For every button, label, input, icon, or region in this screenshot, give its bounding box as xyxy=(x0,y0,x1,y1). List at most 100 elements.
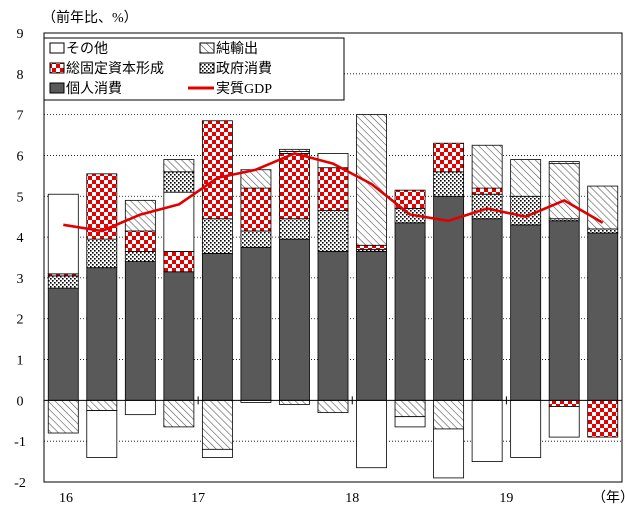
bar-government xyxy=(124,250,156,262)
legend-swatch-consumption xyxy=(49,82,65,94)
y-tick-label: 6 xyxy=(17,149,24,164)
bar-net-exports xyxy=(394,399,426,418)
bar-net-exports xyxy=(47,399,79,434)
gdp-line-layer xyxy=(63,152,604,233)
legend-swatch-investment xyxy=(49,62,65,74)
bar-investment xyxy=(279,153,310,220)
bar-consumption xyxy=(163,271,195,401)
bar-consumption xyxy=(471,218,503,401)
bar-net-exports xyxy=(86,399,118,411)
bar-government xyxy=(471,193,503,220)
bar-other xyxy=(394,416,426,428)
legend-swatch-government xyxy=(199,62,215,74)
bar-government xyxy=(433,171,465,197)
axes: -2 -1 0 1 2 3 4 5 6 7 8 9 16 17 18 19 xyxy=(14,27,623,506)
bar-consumption xyxy=(394,222,426,401)
bar-other xyxy=(356,399,387,469)
legend-swatch-other xyxy=(49,42,65,54)
bar-net-exports xyxy=(279,148,310,152)
bar-other xyxy=(124,399,156,416)
legend-frame xyxy=(43,37,345,101)
legend-label-government: 政府消費 xyxy=(216,61,272,77)
bar-other xyxy=(548,406,580,438)
bar-consumption xyxy=(317,250,349,401)
unit-label: （前年比、%） xyxy=(42,9,138,26)
x-unit-label: （年） xyxy=(592,490,625,506)
bar-consumption xyxy=(510,224,542,401)
bar-consumption xyxy=(279,238,310,401)
legend-label-gdp: 実質GDP xyxy=(216,81,272,97)
bar-investment xyxy=(201,120,233,220)
bar-investment xyxy=(124,230,156,252)
bar-net-exports xyxy=(317,399,349,414)
bar-consumption xyxy=(433,195,465,401)
y-tick-label: 7 xyxy=(17,109,24,124)
bar-consumption xyxy=(240,246,272,401)
bar-investment xyxy=(163,250,195,273)
bar-net-exports xyxy=(548,163,580,220)
bar-other xyxy=(471,399,503,462)
y-tick-label: -2 xyxy=(14,476,26,491)
bar-investment xyxy=(471,187,503,195)
bar-net-exports xyxy=(201,399,233,450)
bar-net-exports xyxy=(163,399,195,428)
bar-net-exports xyxy=(279,399,310,405)
bar-government xyxy=(86,238,118,269)
bar-other xyxy=(510,399,542,458)
y-tick-label: 3 xyxy=(17,272,24,287)
bar-government xyxy=(47,275,79,289)
legend: その他 純輸出 総固定資本形成 政府消費 個人消費 実質GDP xyxy=(43,37,345,101)
bar-consumption xyxy=(201,253,233,401)
bar-net-exports xyxy=(433,399,465,430)
bar-government xyxy=(240,230,272,248)
bar-government xyxy=(163,171,195,193)
y-tick-label: 5 xyxy=(17,190,24,205)
bar-government xyxy=(510,195,542,226)
legend-swatch-net-exports xyxy=(199,42,215,54)
legend-label-other: その他 xyxy=(66,41,108,57)
bar-other xyxy=(201,448,233,458)
x-tick-label: 19 xyxy=(499,491,513,506)
bar-other xyxy=(433,428,465,479)
x-tick-label: 17 xyxy=(191,491,205,506)
bar-government xyxy=(317,210,349,252)
bar-investment xyxy=(433,142,465,173)
bar-net-exports xyxy=(163,159,195,173)
bar-net-exports xyxy=(356,114,387,246)
bar-net-exports xyxy=(510,159,542,197)
y-tick-label: -1 xyxy=(14,435,26,450)
y-tick-label: 0 xyxy=(17,394,24,409)
bar-investment xyxy=(394,189,426,209)
bar-government xyxy=(587,228,619,234)
bar-investment xyxy=(587,399,619,438)
gdp-line xyxy=(63,152,604,233)
y-tick-label: 2 xyxy=(17,313,24,328)
bar-investment xyxy=(548,399,580,407)
bar-net-exports xyxy=(471,144,503,189)
bar-consumption xyxy=(86,267,118,401)
bar-net-exports xyxy=(548,161,580,165)
bar-consumption xyxy=(356,250,387,401)
bar-other xyxy=(86,410,118,458)
legend-label-net-exports: 純輸出 xyxy=(216,41,258,57)
bar-investment xyxy=(317,167,349,211)
bar-consumption xyxy=(47,287,79,401)
y-tick-label: 1 xyxy=(17,354,24,369)
bar-government xyxy=(201,218,233,254)
bar-consumption xyxy=(548,220,580,401)
bar-investment xyxy=(356,244,387,250)
legend-label-consumption: 個人消費 xyxy=(66,81,122,97)
bar-consumption xyxy=(124,261,156,401)
legend-label-investment: 総固定資本形成 xyxy=(66,61,164,77)
y-tick-label: 4 xyxy=(17,231,24,246)
x-tick-label: 16 xyxy=(59,491,73,506)
x-tick-label: 18 xyxy=(345,491,359,506)
bar-consumption xyxy=(587,232,619,401)
bar-investment xyxy=(240,187,272,232)
plot-frame xyxy=(43,32,623,483)
bar-other xyxy=(47,193,79,275)
bars-layer xyxy=(47,114,619,479)
y-tick-label: 9 xyxy=(17,27,24,42)
bar-other xyxy=(163,191,195,252)
